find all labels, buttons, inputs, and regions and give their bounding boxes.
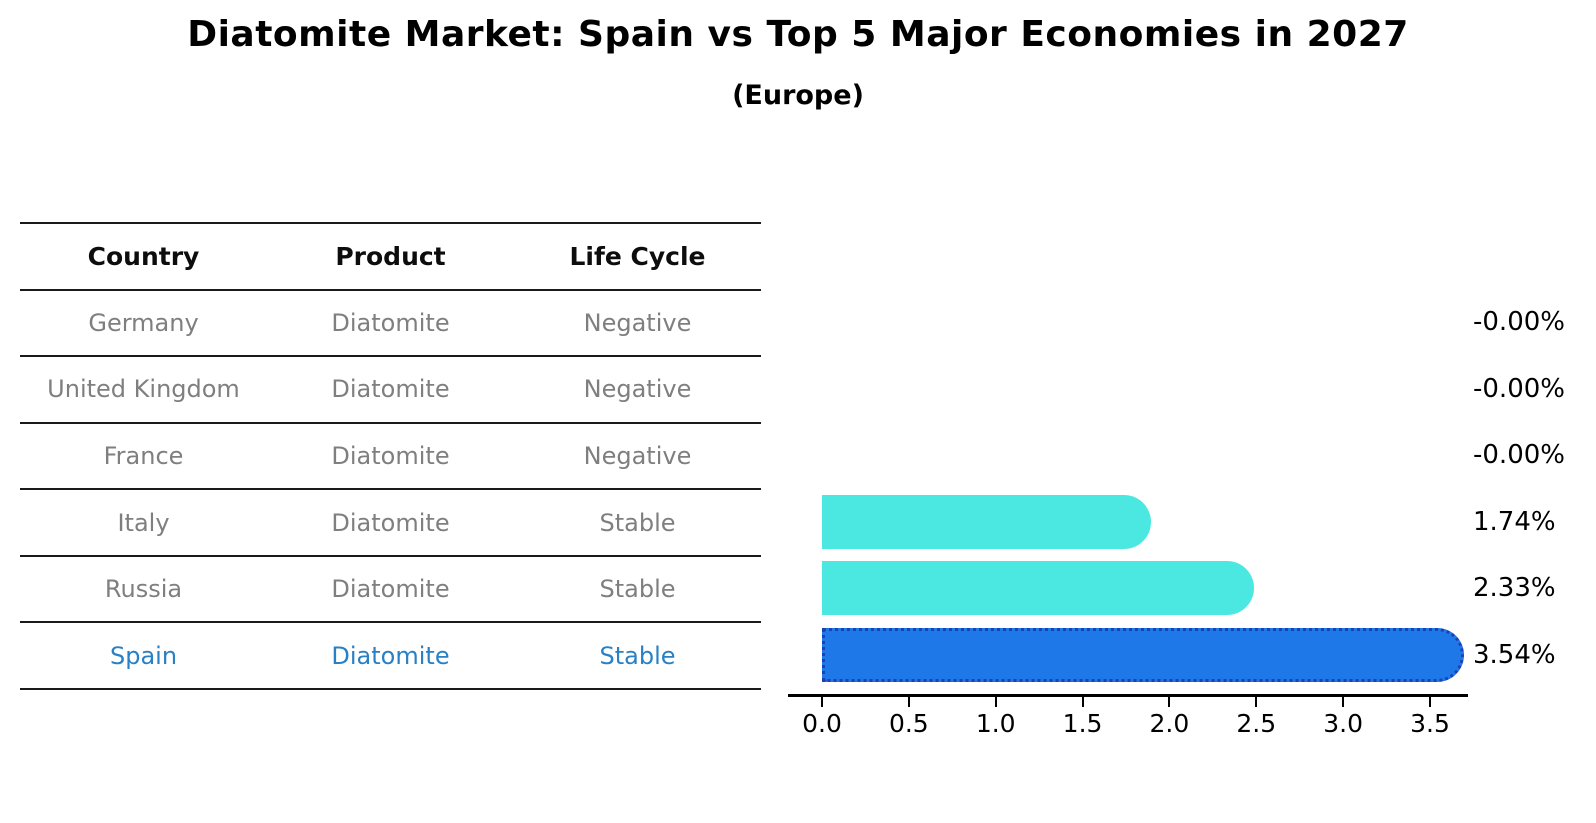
page-title: Diatomite Market: Spain vs Top 5 Major E… [187,14,1409,55]
bar-russia [822,561,1254,616]
x-tick-label: 3.5 [1410,709,1450,738]
header-country: Country [87,241,200,271]
header-product: Product [335,241,446,271]
value-label-germany: -0.00% [1473,307,1565,338]
value-label-spain: 3.54% [1473,640,1556,670]
x-tick-mark [1081,697,1084,707]
x-tick-mark [821,697,823,707]
cell-country: United Kingdom [47,375,240,404]
table-row-russia: Russia Diatomite Stable [20,554,761,622]
table-row-spain: Spain Diatomite Stable [20,621,761,688]
x-tick-mark [1168,697,1171,707]
value-label-russia: 2.33% [1473,573,1556,604]
x-tick-mark [994,697,997,707]
cell-product: Diatomite [331,441,450,470]
cell-country: Germany [88,308,199,337]
cell-country: Russia [104,575,183,604]
comparison-table: Country Product Life Cycle Germany Diatom… [20,222,761,690]
table-row-germany: Germany Diatomite Negative [20,288,761,356]
x-tick-label: 3.0 [1323,709,1363,738]
header-life-cycle: Life Cycle [569,241,706,271]
x-axis-line [788,694,1468,697]
cell-product: Diatomite [331,575,450,604]
value-label-france: -0.00% [1473,440,1565,471]
x-tick-mark [1342,697,1345,707]
x-tick-mark [907,697,910,707]
cell-product: Diatomite [331,641,450,670]
x-tick-label: 0.0 [802,709,842,738]
value-label-italy: 1.74% [1473,506,1556,537]
x-tick-label: 2.0 [1149,709,1190,738]
cell-life-cycle: Negative [583,308,692,337]
cell-life-cycle: Negative [583,441,692,470]
x-tick-mark [1428,697,1431,707]
value-label-united-kingdom: -0.00% [1473,373,1565,404]
cell-product: Diatomite [331,308,450,337]
bar-spain [822,628,1464,682]
table-row-france: France Diatomite Negative [20,421,761,489]
bar-italy [822,494,1152,549]
cell-life-cycle: Stable [599,508,676,537]
table-row-italy: Italy Diatomite Stable [20,488,761,555]
cell-life-cycle: Stable [599,575,676,604]
x-tick-label: 2.5 [1236,709,1277,738]
cell-country: France [103,441,184,470]
table-body: Germany Diatomite Negative United Kingdom Di… [20,288,761,688]
cell-product: Diatomite [331,375,450,404]
x-tick-label: 1.0 [975,709,1016,738]
table-row-united-kingdom: United Kingdom Diatomite Negative [20,355,761,422]
cell-product: Diatomite [331,508,450,537]
table-header-row: Country Product Life Cycle [20,222,761,289]
page-subtitle: (Europe) [732,80,864,111]
x-tick-mark [1255,697,1258,707]
cell-country: Italy [117,508,170,537]
x-tick-label: 1.5 [1062,709,1103,738]
cell-life-cycle: Stable [599,641,676,670]
cell-life-cycle: Negative [583,375,692,404]
cell-country: Spain [109,641,178,670]
x-tick-label: 0.5 [888,709,929,738]
